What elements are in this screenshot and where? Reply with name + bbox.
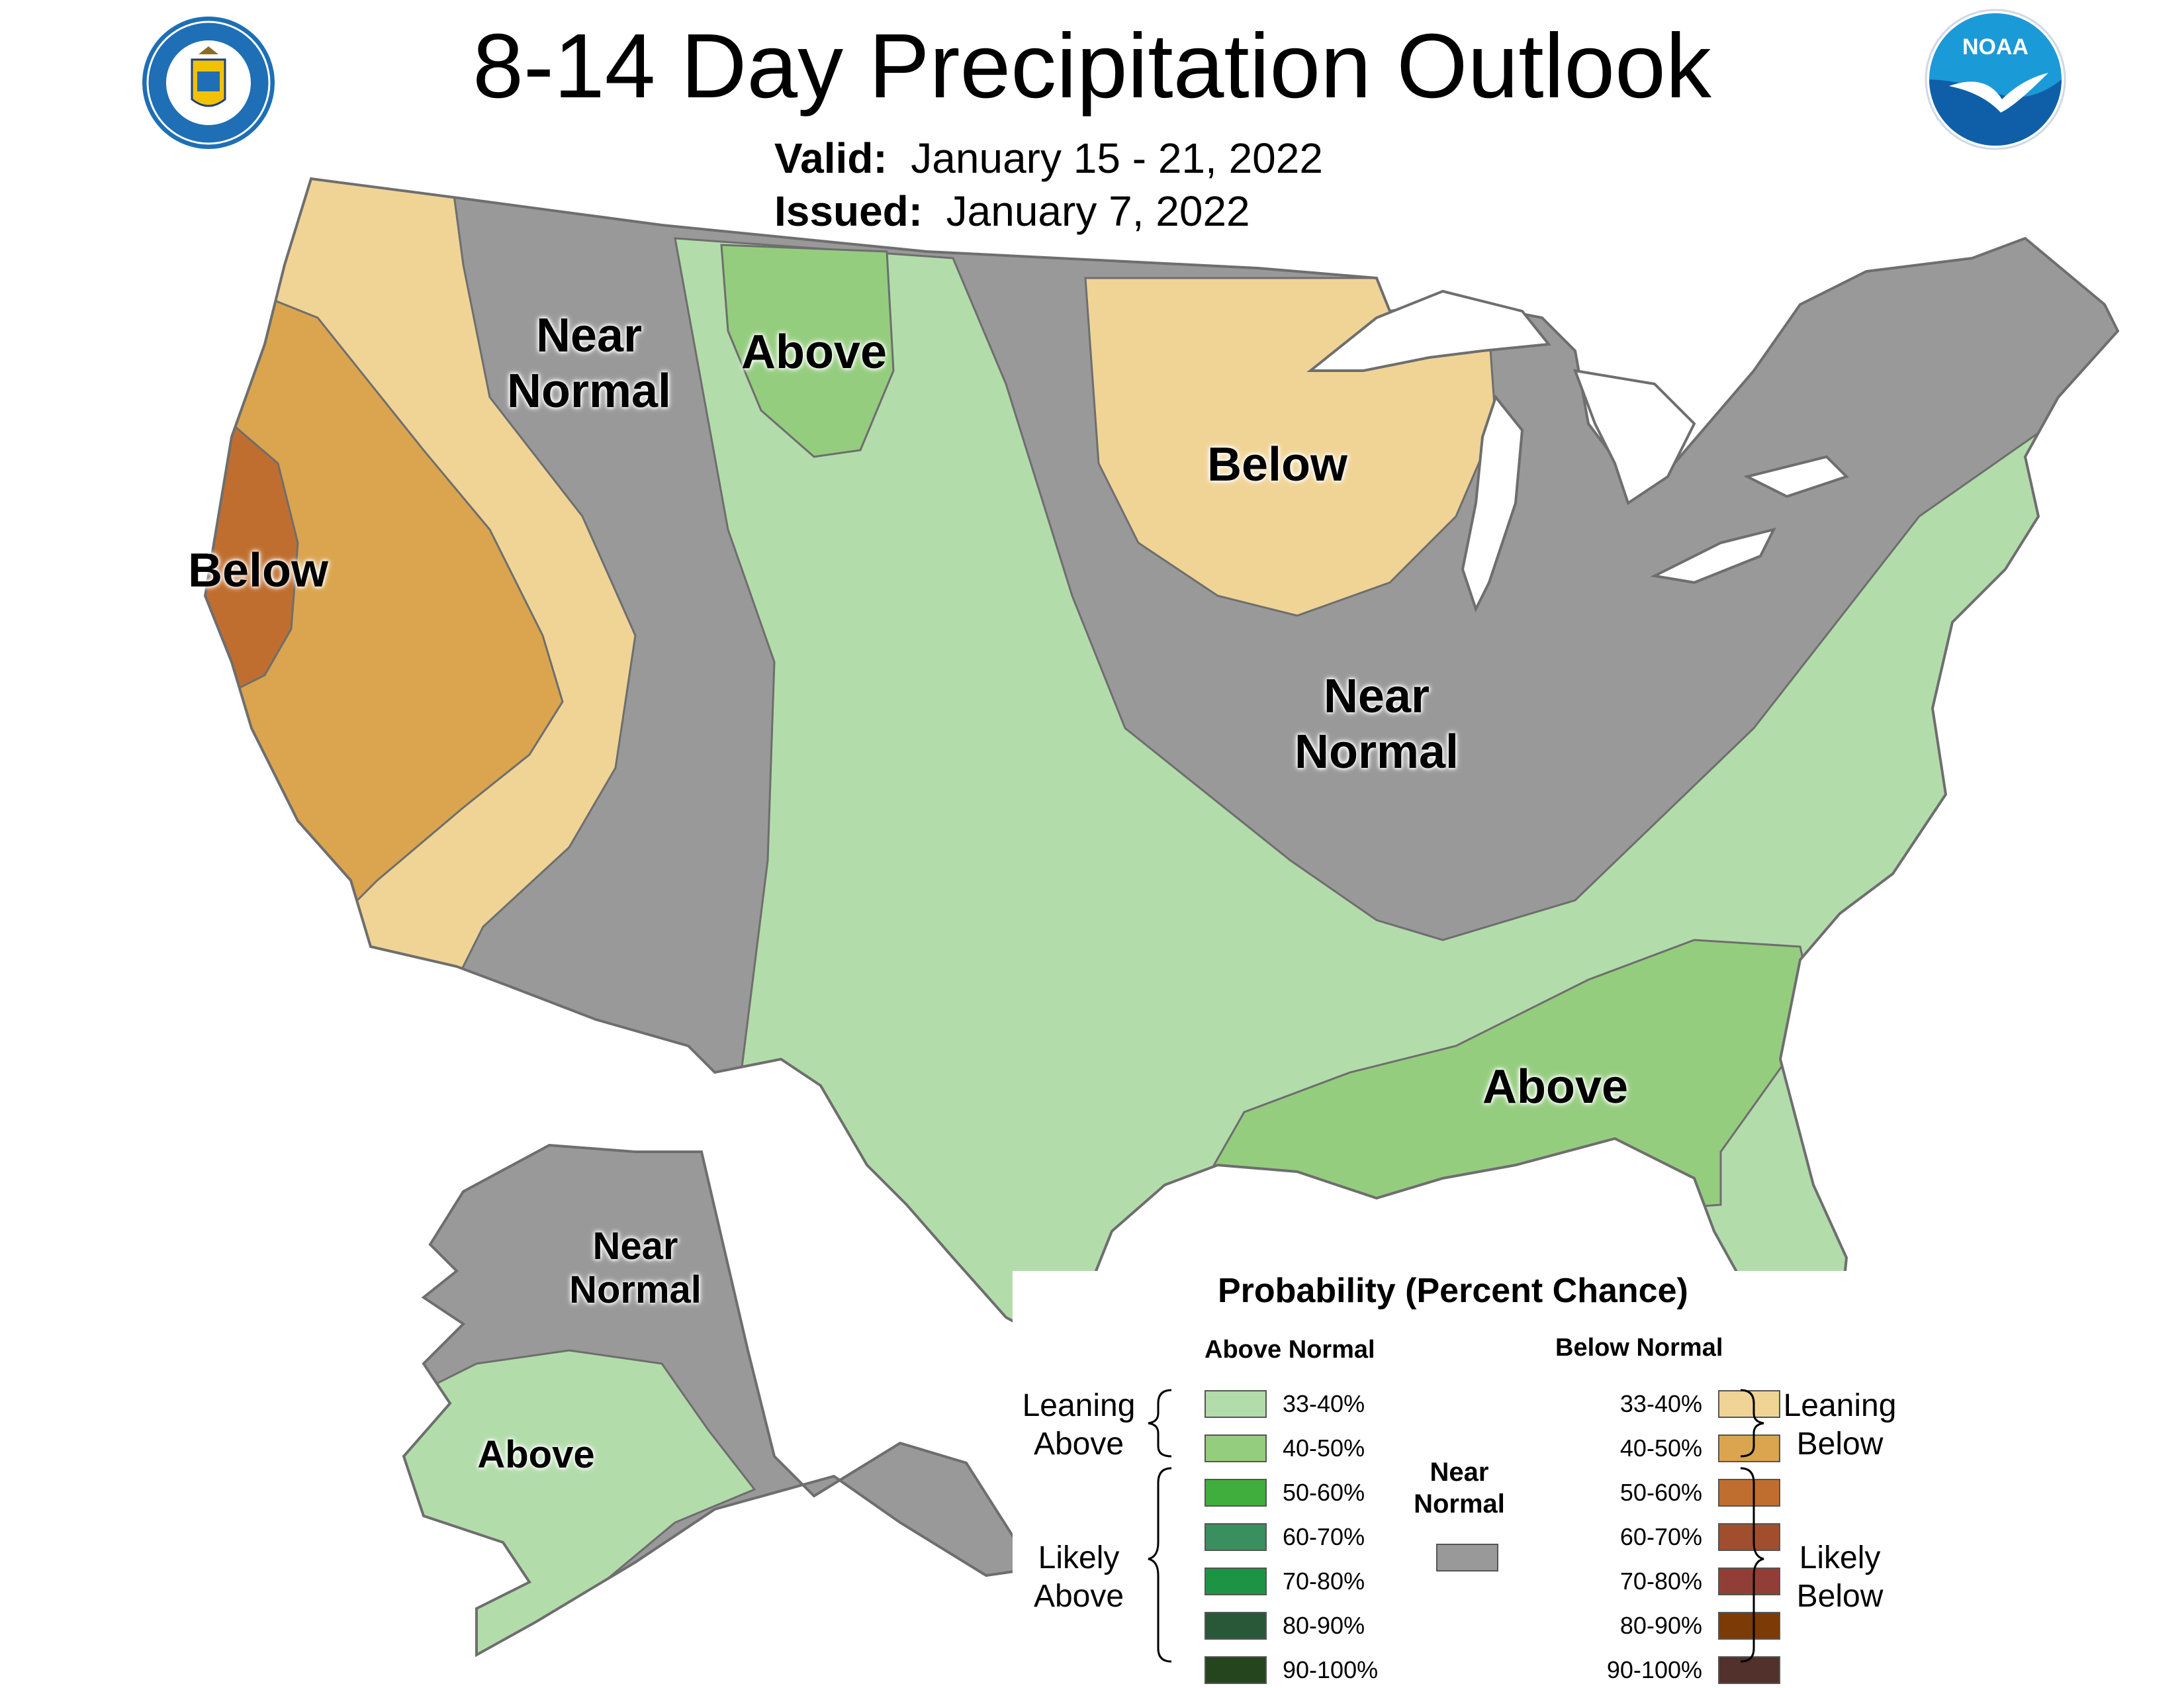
lake-superior bbox=[1306, 289, 1551, 372]
northern-plains-above-zone bbox=[720, 244, 895, 458]
legend-below-row: 60-70% bbox=[1542, 1522, 1780, 1554]
valid-dates: Valid: January 15 - 21, 2022 bbox=[774, 132, 1323, 184]
conus-zones bbox=[205, 179, 2118, 1357]
legend-below-header: Below Normal bbox=[1555, 1334, 1723, 1362]
label-california-below: Below bbox=[187, 544, 329, 597]
valid-label: Valid: bbox=[774, 134, 887, 182]
legend-above-range: 33-40% bbox=[1283, 1390, 1365, 1417]
label-southeast-above: Above bbox=[1482, 1060, 1629, 1113]
lake-huron bbox=[1572, 369, 1696, 506]
issued-value: January 7, 2022 bbox=[946, 187, 1250, 235]
legend-above-range: 90-100% bbox=[1283, 1656, 1379, 1683]
valid-value: January 15 - 21, 2022 bbox=[911, 134, 1323, 182]
legend-above-row: 60-70% bbox=[1205, 1522, 1443, 1554]
legend-leaning-above: Leaning Above bbox=[1022, 1388, 1136, 1462]
legend-below-swatch bbox=[1718, 1523, 1780, 1551]
label-northern-plains-above: Above bbox=[741, 326, 887, 379]
legend-below-swatch bbox=[1718, 1434, 1780, 1462]
legend-below-range: 80-90% bbox=[1619, 1612, 1702, 1639]
legend-near-normal-swatch bbox=[1436, 1544, 1498, 1571]
legend-below-row: 40-50% bbox=[1542, 1433, 1780, 1465]
legend-below-swatch bbox=[1718, 1612, 1780, 1640]
legend-likely-above: Likely Above bbox=[1033, 1540, 1124, 1614]
legend-below-range: 70-80% bbox=[1619, 1568, 1702, 1595]
legend-above-header: Above Normal bbox=[1205, 1336, 1375, 1364]
legend-above-range: 70-80% bbox=[1283, 1568, 1365, 1595]
legend-near-normal-label: Near Normal bbox=[1414, 1458, 1505, 1519]
legend-above-range: 60-70% bbox=[1283, 1523, 1365, 1550]
issued-label: Issued: bbox=[774, 187, 923, 235]
legend-below-range: 90-100% bbox=[1606, 1656, 1702, 1683]
legend-below-swatch bbox=[1718, 1390, 1780, 1418]
legend-below-swatch bbox=[1718, 1479, 1780, 1507]
map-title: 8-14 Day Precipitation Outlook bbox=[473, 15, 1711, 117]
legend-below-row: 50-60% bbox=[1542, 1477, 1780, 1509]
legend-below-row: 80-90% bbox=[1542, 1611, 1780, 1642]
noaa-icon: NOAA bbox=[1925, 9, 2066, 150]
lake-michigan bbox=[1461, 394, 1524, 613]
legend-above-row: 40-50% bbox=[1205, 1433, 1443, 1465]
noaa-logo-text: NOAA bbox=[1962, 34, 2028, 60]
label-northwest-near-normal: Near Normal bbox=[506, 309, 672, 418]
commerce-seal-icon bbox=[142, 17, 275, 149]
label-alaska-near-normal: Near Normal bbox=[569, 1225, 702, 1311]
legend-below-range: 33-40% bbox=[1619, 1390, 1702, 1417]
legend-above-swatch bbox=[1205, 1479, 1267, 1507]
legend-above-row: 50-60% bbox=[1205, 1477, 1443, 1509]
legend-below-row: 70-80% bbox=[1542, 1566, 1780, 1598]
southeast-above-zone bbox=[1189, 939, 1815, 1226]
legend-above-row: 80-90% bbox=[1205, 1611, 1443, 1642]
legend-below-braces bbox=[1740, 1389, 1764, 1663]
noaa-logo: NOAA bbox=[1923, 7, 2068, 156]
legend-above-range: 50-60% bbox=[1283, 1479, 1365, 1506]
legend-below-range: 60-70% bbox=[1619, 1523, 1702, 1550]
legend-above-swatch bbox=[1205, 1434, 1267, 1462]
commerce-seal-logo bbox=[139, 13, 278, 156]
legend-above-row: 90-100% bbox=[1205, 1655, 1443, 1687]
legend-above-range: 40-50% bbox=[1283, 1434, 1365, 1462]
legend-above-swatch bbox=[1205, 1656, 1267, 1684]
legend-above-row: 70-80% bbox=[1205, 1566, 1443, 1598]
legend-above-swatch bbox=[1205, 1568, 1267, 1595]
california-below-50-zone bbox=[205, 409, 299, 690]
label-upper-midwest-below: Below bbox=[1206, 438, 1348, 491]
legend-above-braces bbox=[1148, 1389, 1172, 1663]
lake-erie bbox=[1650, 528, 1776, 585]
issued-date: Issued: January 7, 2022 bbox=[774, 185, 1250, 237]
label-midwest-near-normal: Near Normal bbox=[1294, 670, 1459, 778]
legend-above-swatch bbox=[1205, 1390, 1267, 1418]
label-alaska-above: Above bbox=[477, 1433, 595, 1476]
legend-below-row: 90-100% bbox=[1542, 1655, 1780, 1687]
lake-ontario bbox=[1743, 455, 1849, 498]
alaska-outline bbox=[402, 1143, 1035, 1658]
legend-above-row: 33-40% bbox=[1205, 1389, 1443, 1421]
legend-below-swatch bbox=[1718, 1656, 1780, 1684]
legend-below-range: 40-50% bbox=[1619, 1434, 1702, 1462]
legend-leaning-below: Leaning Below bbox=[1783, 1388, 1897, 1462]
legend-below-row: 33-40% bbox=[1542, 1389, 1780, 1421]
legend-below-range: 50-60% bbox=[1619, 1479, 1702, 1506]
legend-above-swatch bbox=[1205, 1523, 1267, 1551]
legend-above-range: 80-90% bbox=[1283, 1612, 1365, 1639]
legend-title: Probability (Percent Chance) bbox=[1218, 1272, 1688, 1310]
legend: Probability (Percent Chance) Above Norma… bbox=[1013, 1271, 2005, 1684]
legend-above-swatch bbox=[1205, 1612, 1267, 1640]
legend-below-swatch bbox=[1718, 1568, 1780, 1595]
legend-likely-below: Likely Below bbox=[1796, 1540, 1884, 1614]
